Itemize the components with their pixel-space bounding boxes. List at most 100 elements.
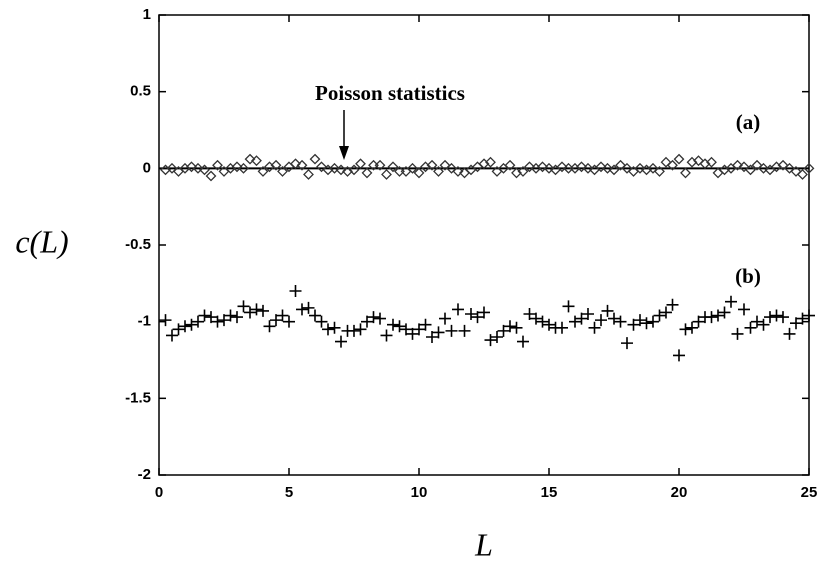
plus-point: [692, 315, 705, 328]
plus-point: [237, 300, 250, 313]
diamond-point: [654, 165, 665, 177]
plus-point: [257, 304, 269, 317]
diamond-point: [420, 161, 431, 173]
diamond-point: [426, 159, 438, 171]
diamond-point: [413, 167, 425, 179]
y-tick-label: 0.5: [130, 83, 151, 100]
diamond-point: [186, 161, 197, 173]
plus-point: [166, 329, 178, 342]
plus-point: [640, 317, 653, 330]
plus-point: [439, 312, 451, 325]
plus-point: [770, 309, 783, 322]
diamond-point: [277, 165, 288, 177]
diamond-point: [712, 167, 724, 179]
plus-point: [497, 324, 510, 337]
plus-point: [731, 327, 744, 340]
plus-point: [757, 318, 770, 331]
y-tick-label: -1.5: [125, 389, 151, 406]
diamond-point: [205, 170, 217, 182]
plus-point: [322, 323, 334, 336]
plus-point: [406, 327, 419, 340]
diamond-point: [374, 159, 386, 171]
plus-point: [270, 314, 282, 327]
diamond-point: [797, 169, 808, 180]
diamond-point: [290, 158, 301, 170]
diamond-point: [329, 162, 340, 174]
plus-point: [666, 298, 679, 311]
diamond-point: [381, 169, 392, 180]
series-label: (a): [736, 110, 761, 134]
diamond-point: [530, 162, 542, 174]
diamond-point: [719, 164, 730, 176]
plus-point: [367, 311, 380, 324]
plus-point: [465, 308, 477, 320]
diamond-point: [244, 153, 256, 165]
y-tick-label: -0.5: [125, 236, 151, 253]
plus-point: [445, 324, 458, 337]
plus-point: [523, 308, 536, 320]
plus-point: [660, 306, 672, 319]
x-tick-label: 0: [155, 484, 163, 501]
diamond-point: [199, 164, 210, 176]
y-axis-label: c(L): [15, 223, 68, 259]
plus-point: [484, 334, 497, 347]
diamond-point: [452, 165, 464, 177]
diamond-point: [485, 156, 496, 168]
diamond-point: [270, 159, 282, 171]
diamond-point: [686, 156, 698, 168]
diamond-point: [225, 162, 236, 174]
diamond-point: [615, 159, 626, 171]
diamond-point: [361, 167, 373, 179]
plus-point: [790, 317, 802, 330]
plus-point: [582, 308, 594, 320]
plus-point: [328, 321, 341, 334]
diamond-point: [693, 155, 704, 167]
plus-point: [556, 321, 568, 334]
plus-point: [172, 323, 185, 336]
plus-point: [250, 303, 263, 316]
plus-point: [159, 314, 172, 327]
plus-point: [608, 312, 620, 325]
plus-point: [309, 309, 321, 322]
diamond-point: [238, 162, 249, 174]
plus-point: [218, 314, 230, 327]
plus-point: [354, 323, 367, 336]
x-tick-label: 20: [671, 484, 688, 501]
plus-point: [458, 324, 471, 337]
diamond-point: [296, 159, 308, 171]
plus-point: [562, 300, 575, 313]
diamond-point: [407, 162, 418, 174]
diamond-point: [680, 167, 691, 179]
diamond-point: [160, 164, 171, 176]
plus-point: [387, 318, 399, 331]
plus-point: [517, 335, 529, 348]
plus-point: [374, 312, 386, 325]
y-tick-label: 0: [143, 159, 151, 176]
plus-point: [419, 318, 432, 331]
diamond-point: [784, 162, 795, 174]
plus-point: [380, 329, 393, 342]
diamond-point: [660, 156, 672, 168]
diamond-point: [803, 162, 815, 174]
diamond-point: [433, 165, 444, 177]
diamond-point: [446, 162, 457, 174]
plus-point: [575, 312, 588, 325]
x-axis-label: L: [474, 526, 493, 562]
diamond-point: [179, 162, 191, 174]
diamond-point: [582, 162, 594, 174]
plus-point: [569, 315, 581, 328]
diamond-point: [166, 162, 178, 174]
plus-point: [536, 315, 549, 328]
plus-point: [185, 318, 198, 331]
y-tick-label: 1: [143, 6, 151, 23]
plus-point: [244, 306, 256, 319]
plus-point: [283, 315, 295, 328]
plus-point: [621, 337, 633, 350]
plus-point: [179, 320, 191, 333]
diamond-point: [667, 159, 678, 171]
plus-point: [361, 315, 373, 328]
plus-point: [686, 321, 698, 334]
plus-point: [738, 303, 750, 316]
diamond-point: [231, 161, 243, 173]
